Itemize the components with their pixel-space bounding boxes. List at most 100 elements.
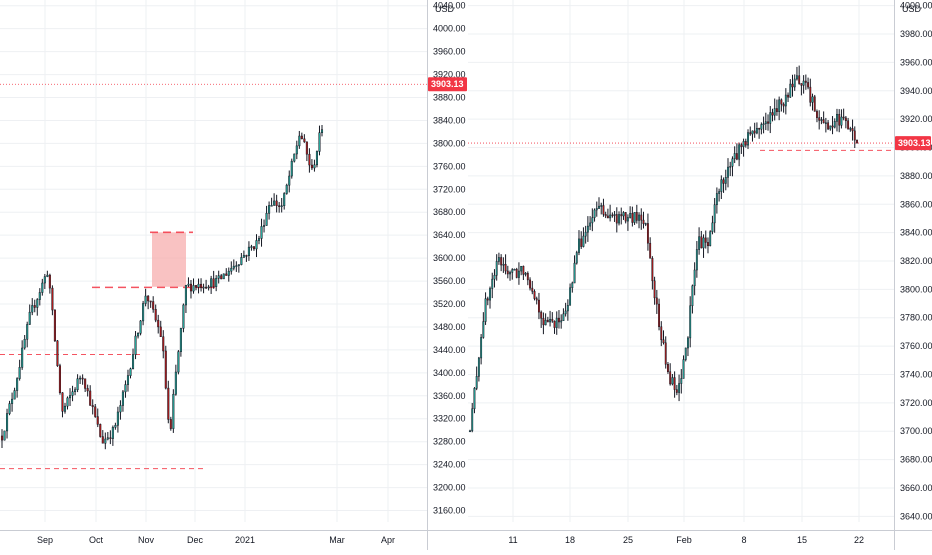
y-tick-label: 3660.00 [900, 483, 932, 493]
candle-body [818, 117, 821, 121]
candle-body [172, 393, 175, 429]
candle-body [586, 225, 589, 233]
x-tick-label: Nov [138, 535, 155, 545]
candle-body [285, 184, 288, 194]
candle-body [735, 153, 738, 160]
candle-body [486, 298, 489, 301]
candle-body [571, 282, 574, 289]
candle-body [8, 403, 11, 414]
right-chart-panel[interactable]: 3640.00 3660.00 3680.00 3700.00 3720.00 3740.… [468, 0, 932, 550]
candle-body [640, 214, 643, 221]
candle-body [308, 153, 311, 166]
candle-body [215, 278, 218, 287]
candle-body [722, 179, 725, 184]
y-tick-label: 3880.00 [900, 171, 932, 181]
candle-body [709, 231, 712, 247]
candle-body [313, 164, 316, 169]
x-tick-label: 25 [623, 535, 633, 545]
x-tick-label: 11 [508, 535, 517, 545]
candle-body [300, 135, 303, 140]
candle-body [580, 238, 583, 247]
candle-body [626, 217, 629, 222]
candle-body [500, 257, 503, 266]
y-tick-label: 3600.00 [433, 253, 466, 263]
candle-body [840, 116, 843, 126]
candle-body [51, 287, 54, 311]
y-tick-label: 3240.00 [433, 460, 466, 470]
candle-body [593, 209, 596, 218]
candle-body [791, 83, 794, 88]
candle-body [268, 205, 271, 214]
candle-body [154, 309, 157, 321]
candle-body [673, 377, 676, 390]
candle-body [232, 265, 235, 269]
candle-body [827, 122, 830, 130]
y-tick-label: 3360.00 [433, 391, 466, 401]
candle-body [749, 132, 752, 135]
last-price-badge [428, 77, 467, 92]
candle-body [76, 378, 79, 391]
candle-body [784, 94, 787, 107]
candle-body [184, 285, 187, 306]
candle-body [684, 347, 687, 360]
candle-body [69, 395, 72, 399]
candle-body [606, 215, 609, 219]
candle-body [511, 269, 514, 273]
candle-body [210, 278, 213, 288]
candle-body [651, 258, 654, 282]
y-tick-label: 4000.00 [900, 1, 932, 11]
candle-body [506, 270, 509, 275]
candle-body [252, 246, 255, 250]
y-tick-label: 3960.00 [433, 47, 466, 57]
candle-body [655, 297, 658, 305]
y-tick-label: 3480.00 [433, 322, 466, 332]
candle-body [480, 337, 483, 359]
candle-body [591, 217, 594, 224]
candle-body [836, 113, 838, 122]
candle-body [611, 214, 614, 217]
candle-body [174, 371, 177, 395]
y-tick-label: 3740.00 [900, 369, 932, 379]
candle-body [682, 359, 685, 379]
candle-body [497, 257, 500, 262]
candle-body [41, 282, 44, 293]
candle-body [800, 83, 803, 86]
candle-body [23, 338, 26, 349]
candle-body [290, 160, 293, 177]
left-chart-panel[interactable]: 3160.00 3200.00 3240.00 3280.00 3320.00 3360.… [0, 0, 468, 550]
candle-body [520, 265, 523, 272]
candle-body [646, 223, 649, 244]
candle-body [751, 130, 754, 135]
candle-body [533, 291, 536, 299]
candle-body [147, 295, 150, 302]
candle-body [560, 320, 563, 323]
candle-body [589, 222, 592, 227]
candle-body [61, 392, 64, 412]
candle-body [84, 378, 87, 389]
candle-body [629, 213, 632, 218]
candle-body [720, 179, 723, 192]
candle-body [0, 435, 4, 441]
candle-body [620, 214, 623, 217]
candle-body [851, 128, 854, 132]
x-tick-label: 15 [797, 535, 807, 545]
candle-body [731, 158, 734, 167]
candle-body [724, 177, 727, 184]
candle-body [288, 175, 291, 186]
candle-body [562, 313, 565, 322]
candle-body [538, 299, 540, 313]
candle-body [305, 141, 308, 155]
candle-body [693, 269, 696, 287]
x-tick-label: Oct [89, 535, 104, 545]
candle-body [162, 336, 165, 352]
candle-body [649, 242, 652, 259]
y-tick-label: 3880.00 [433, 93, 466, 103]
candle-body [189, 283, 193, 292]
y-tick-label: 3680.00 [433, 207, 466, 217]
y-tick-label: 3800.00 [900, 284, 932, 294]
candle-body [513, 268, 516, 271]
candle-body [318, 132, 321, 152]
candle-body [727, 166, 729, 178]
candle-body [200, 283, 203, 288]
